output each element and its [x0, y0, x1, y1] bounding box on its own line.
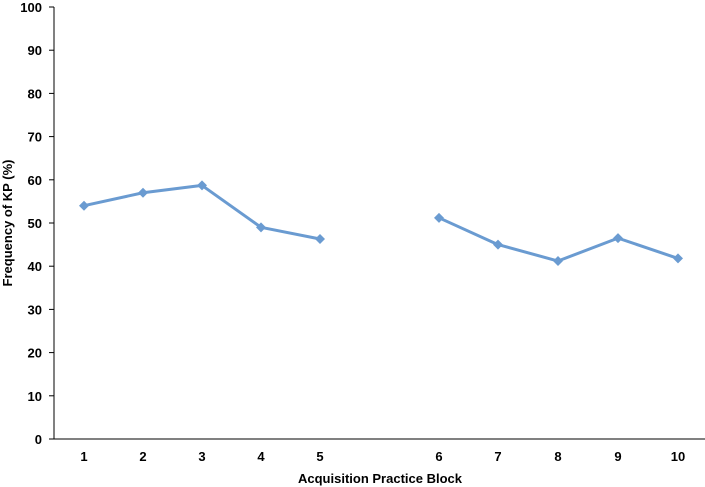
data-point-marker: [493, 239, 503, 250]
y-tick-label: 50: [28, 216, 42, 231]
y-tick-label: 60: [28, 173, 42, 188]
data-point-marker: [197, 180, 207, 191]
y-tick-label: 10: [28, 389, 42, 404]
x-axis-title: Acquisition Practice Block: [298, 471, 463, 486]
y-tick-label: 80: [28, 86, 42, 101]
y-tick-label: 20: [28, 346, 42, 361]
x-tick-label: 10: [671, 449, 685, 464]
y-tick-label: 100: [20, 0, 42, 15]
y-tick-label: 90: [28, 43, 42, 58]
data-point-marker: [434, 212, 444, 223]
x-tick-label: 9: [614, 449, 621, 464]
x-tick-label: 5: [316, 449, 323, 464]
series-layer: [79, 180, 683, 267]
y-axis-title: Frequency of KP (%): [0, 160, 15, 287]
data-point-marker: [673, 253, 683, 264]
x-tick-label: 3: [198, 449, 205, 464]
data-point-marker: [553, 256, 563, 267]
data-point-marker: [138, 187, 148, 198]
y-axis-ticks: 0 10 20 30 40 50 60 70 80 90 100: [20, 0, 54, 447]
x-axis-ticks: 1 2 3 4 5 6 7 8 9 10: [80, 449, 685, 464]
y-tick-label: 0: [35, 432, 42, 447]
x-tick-label: 6: [435, 449, 442, 464]
data-point-marker: [256, 222, 266, 233]
y-tick-label: 40: [28, 259, 42, 274]
y-tick-label: 70: [28, 130, 42, 145]
x-tick-label: 8: [554, 449, 561, 464]
data-point-marker: [613, 233, 623, 244]
x-tick-label: 1: [80, 449, 87, 464]
y-tick-label: 30: [28, 302, 42, 317]
x-tick-label: 7: [494, 449, 501, 464]
x-tick-label: 4: [257, 449, 265, 464]
data-point-marker: [315, 233, 325, 244]
data-point-marker: [79, 200, 89, 211]
x-tick-label: 2: [139, 449, 146, 464]
series-line: [83, 183, 321, 241]
series-line: [438, 216, 679, 263]
